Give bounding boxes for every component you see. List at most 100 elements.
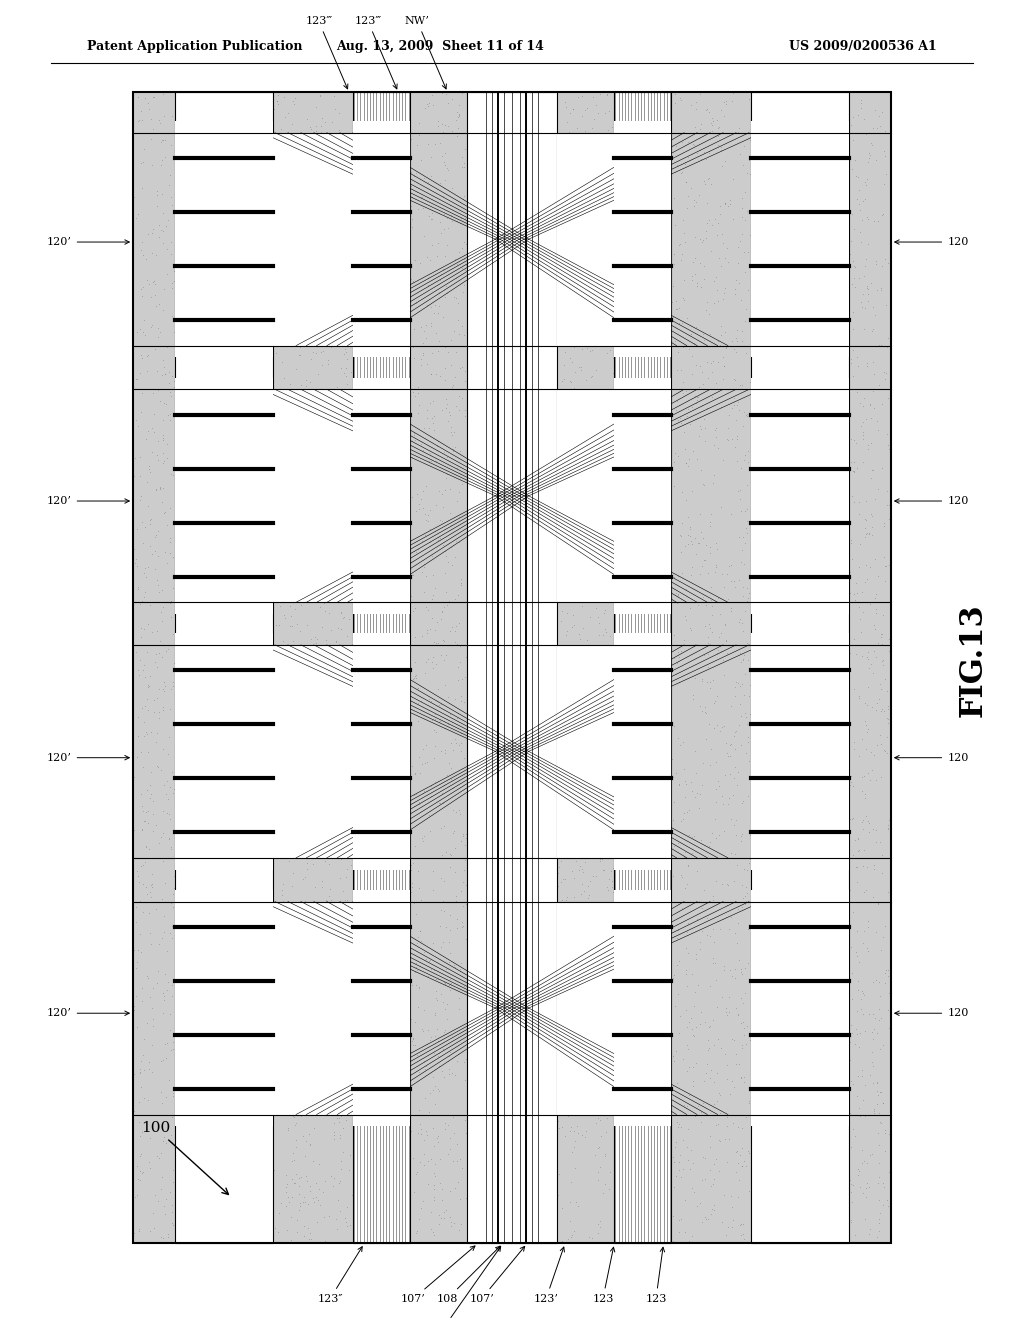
Bar xyxy=(614,228,671,249)
Point xyxy=(822,88,839,110)
Point xyxy=(574,477,591,498)
Point xyxy=(587,991,603,1012)
Point xyxy=(316,789,333,810)
Point xyxy=(256,838,272,859)
Point xyxy=(306,393,323,414)
Point xyxy=(828,843,845,865)
Point xyxy=(412,1061,428,1082)
Point xyxy=(845,129,861,150)
Point xyxy=(609,605,626,626)
Point xyxy=(616,780,633,801)
Point xyxy=(880,713,896,734)
Point xyxy=(664,1142,680,1163)
Point xyxy=(244,1014,260,1035)
Point xyxy=(175,841,191,862)
Point xyxy=(671,297,687,318)
Point xyxy=(216,312,232,333)
Point xyxy=(804,607,820,628)
Point xyxy=(237,144,253,165)
Point xyxy=(379,214,395,235)
Point xyxy=(279,759,295,780)
Point xyxy=(373,1107,389,1129)
Point xyxy=(419,294,435,315)
Point xyxy=(542,513,558,535)
Point xyxy=(566,590,583,611)
Point xyxy=(250,1073,266,1094)
Point xyxy=(438,276,455,297)
Point xyxy=(816,795,833,816)
Point xyxy=(205,602,221,623)
Point xyxy=(494,997,510,1018)
Point xyxy=(736,601,753,622)
Point xyxy=(183,1092,200,1113)
Point xyxy=(176,591,193,612)
Point xyxy=(669,927,685,948)
Point xyxy=(519,576,536,597)
Point xyxy=(676,223,692,244)
Point xyxy=(304,834,321,855)
Point xyxy=(854,981,870,1002)
Point xyxy=(805,1063,821,1084)
Point xyxy=(380,1197,396,1218)
Point xyxy=(626,554,642,576)
Point xyxy=(366,807,382,828)
Point xyxy=(539,478,555,499)
Point xyxy=(780,960,797,981)
Point xyxy=(279,1173,295,1195)
Point xyxy=(354,281,371,302)
Point xyxy=(174,149,190,170)
Point xyxy=(590,393,606,414)
Point xyxy=(443,120,460,141)
Point xyxy=(159,803,175,824)
Point xyxy=(311,644,328,665)
Point xyxy=(604,876,621,898)
Point xyxy=(541,1055,557,1076)
Point xyxy=(307,123,324,144)
Point xyxy=(712,1085,728,1106)
Point xyxy=(131,1220,147,1241)
Point xyxy=(472,993,488,1014)
Point xyxy=(761,116,777,137)
Point xyxy=(691,416,708,437)
Point xyxy=(470,656,486,677)
Point xyxy=(792,723,808,744)
Bar xyxy=(614,688,671,708)
Point xyxy=(512,139,528,160)
Point xyxy=(757,577,773,598)
Point xyxy=(681,1230,697,1251)
Point xyxy=(460,259,476,280)
Point xyxy=(838,1213,854,1234)
Point xyxy=(574,1031,591,1052)
Point xyxy=(643,1217,659,1238)
Point xyxy=(807,813,823,834)
Point xyxy=(412,956,428,977)
Point xyxy=(592,849,608,870)
Point xyxy=(212,252,228,273)
Point xyxy=(178,210,195,231)
Point xyxy=(666,648,682,669)
Point xyxy=(350,925,367,946)
Point xyxy=(198,145,214,166)
Point xyxy=(591,286,607,308)
Point xyxy=(252,1195,268,1216)
Point xyxy=(426,1225,442,1246)
Point xyxy=(614,252,631,273)
Point xyxy=(179,1197,196,1218)
Point xyxy=(336,606,352,627)
Point xyxy=(821,552,838,573)
Point xyxy=(216,463,232,484)
Bar xyxy=(175,92,273,1243)
Point xyxy=(204,1060,220,1081)
Point xyxy=(871,1111,888,1133)
Point xyxy=(859,290,876,312)
Point xyxy=(722,763,738,784)
Point xyxy=(398,582,415,603)
Point xyxy=(469,1177,485,1199)
Point xyxy=(535,1158,551,1179)
Point xyxy=(558,172,574,193)
Point xyxy=(828,1213,845,1234)
Point xyxy=(321,746,337,767)
Point xyxy=(402,129,419,150)
Point xyxy=(708,426,724,447)
Point xyxy=(696,256,713,277)
